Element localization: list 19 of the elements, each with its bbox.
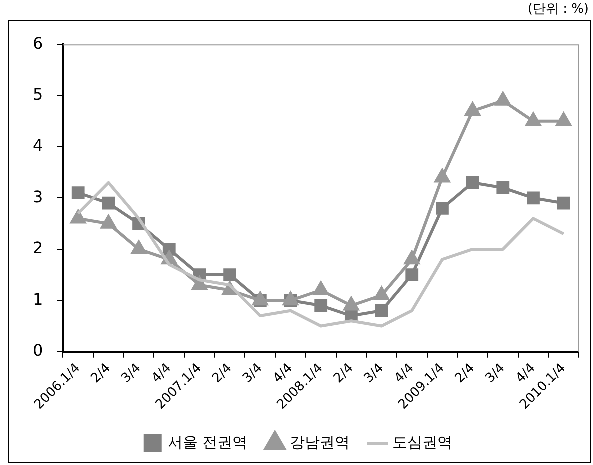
x-tick-label: 3/4 <box>118 360 144 386</box>
y-tick-label: 4 <box>32 136 44 156</box>
x-tick-label: 2/4 <box>452 360 478 386</box>
y-tick-label: 2 <box>32 238 44 258</box>
x-tick-label: 3/4 <box>482 360 508 386</box>
y-tick-label: 6 <box>32 34 44 53</box>
text: (단위 : %) <box>528 1 589 18</box>
x-tick-label: 2/4 <box>331 360 357 386</box>
x-tick-label: 2/4 <box>88 360 114 386</box>
y-tick-label: 3 <box>32 187 44 206</box>
x-tick-label: 3/4 <box>362 360 387 386</box>
y-tick-label: 1 <box>32 290 44 309</box>
y-tick-label: 5 <box>32 84 44 104</box>
legend-label: 도심권역 <box>392 433 453 452</box>
legend-label: 서울 전권역 <box>168 433 248 452</box>
x-tick-label: 2/4 <box>210 360 236 386</box>
legend-label: 강남권역 <box>290 433 350 452</box>
x-tick-label: 3/4 <box>240 360 266 386</box>
y-tick-label: 0 <box>32 341 44 360</box>
